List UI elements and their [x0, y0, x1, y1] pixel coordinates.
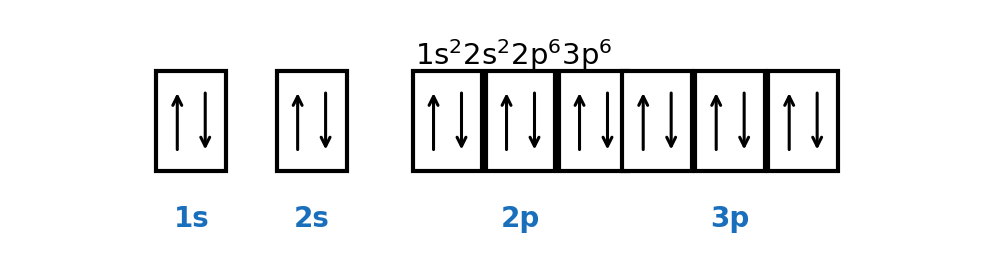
Bar: [558, 71, 628, 171]
Text: 2s: 2s: [294, 205, 330, 233]
Bar: [695, 71, 766, 171]
Bar: [413, 71, 483, 171]
Bar: [486, 71, 555, 171]
Bar: [277, 71, 347, 171]
Bar: [622, 71, 692, 171]
Text: $\mathdefault{1s^{2}2s^{2}2p^{6}3p^{6}}$: $\mathdefault{1s^{2}2s^{2}2p^{6}3p^{6}}$: [415, 37, 612, 73]
Bar: [156, 71, 226, 171]
Text: 3p: 3p: [710, 205, 749, 233]
Text: 1s: 1s: [173, 205, 209, 233]
Text: 2p: 2p: [501, 205, 540, 233]
Bar: [769, 71, 838, 171]
